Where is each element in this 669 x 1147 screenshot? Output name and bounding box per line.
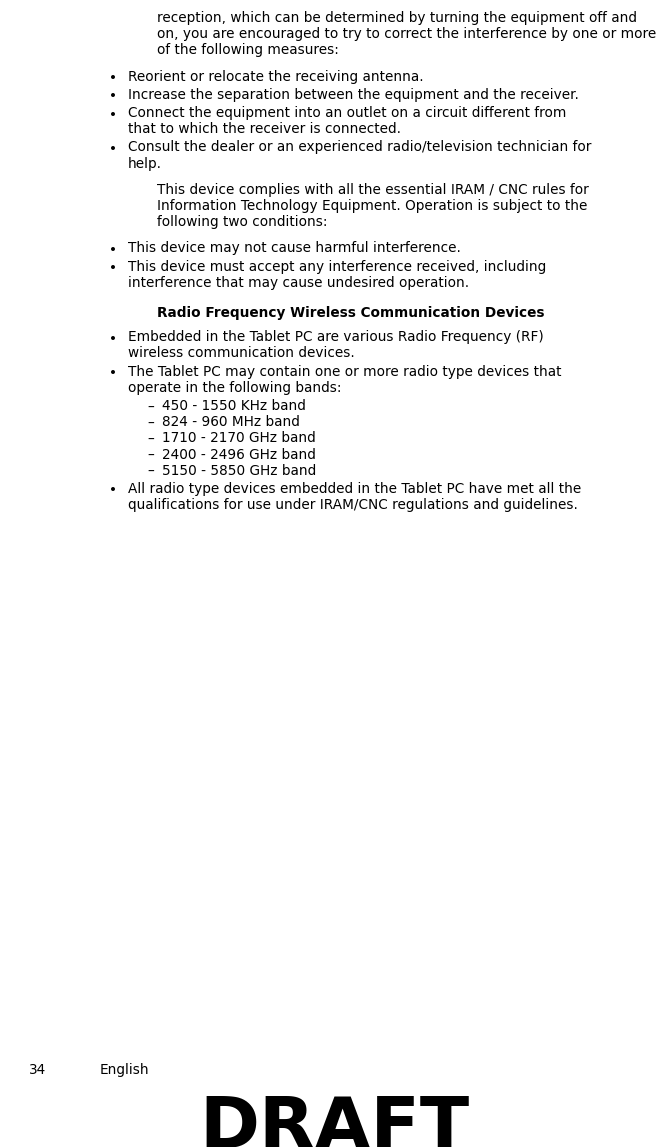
Text: Consult the dealer or an experienced radio/television technician for: Consult the dealer or an experienced rad… <box>128 140 591 155</box>
Text: •: • <box>109 108 117 122</box>
Text: This device may not cause harmful interference.: This device may not cause harmful interf… <box>128 241 461 256</box>
Text: 34: 34 <box>29 1063 46 1077</box>
Text: that to which the receiver is connected.: that to which the receiver is connected. <box>128 123 401 136</box>
Text: •: • <box>109 243 117 257</box>
Text: All radio type devices embedded in the Tablet PC have met all the: All radio type devices embedded in the T… <box>128 482 581 496</box>
Text: •: • <box>109 484 117 498</box>
Text: –: – <box>147 466 154 479</box>
Text: –: – <box>147 416 154 431</box>
Text: The Tablet PC may contain one or more radio type devices that: The Tablet PC may contain one or more ra… <box>128 365 561 379</box>
Text: 2400 - 2496 GHz band: 2400 - 2496 GHz band <box>162 447 316 461</box>
Text: help.: help. <box>128 157 162 171</box>
Text: Radio Frequency Wireless Communication Devices: Radio Frequency Wireless Communication D… <box>157 306 545 320</box>
Text: English: English <box>100 1063 150 1077</box>
Text: wireless communication devices.: wireless communication devices. <box>128 346 355 360</box>
Text: 824 - 960 MHz band: 824 - 960 MHz band <box>162 415 300 429</box>
Text: •: • <box>109 142 117 156</box>
Text: of the following measures:: of the following measures: <box>157 44 339 57</box>
Text: This device must accept any interference received, including: This device must accept any interference… <box>128 259 547 274</box>
Text: 1710 - 2170 GHz band: 1710 - 2170 GHz band <box>162 431 316 445</box>
Text: qualifications for use under IRAM/CNC regulations and guidelines.: qualifications for use under IRAM/CNC re… <box>128 498 578 513</box>
Text: following two conditions:: following two conditions: <box>157 216 328 229</box>
Text: –: – <box>147 400 154 414</box>
Text: •: • <box>109 89 117 103</box>
Text: operate in the following bands:: operate in the following bands: <box>128 381 341 395</box>
Text: reception, which can be determined by turning the equipment off and: reception, which can be determined by tu… <box>157 11 637 25</box>
Text: This device complies with all the essential IRAM / CNC rules for: This device complies with all the essent… <box>157 182 589 197</box>
Text: Information Technology Equipment. Operation is subject to the: Information Technology Equipment. Operat… <box>157 198 587 213</box>
Text: on, you are encouraged to try to correct the interference by one or more: on, you are encouraged to try to correct… <box>157 28 656 41</box>
Text: •: • <box>109 71 117 85</box>
Text: Connect the equipment into an outlet on a circuit different from: Connect the equipment into an outlet on … <box>128 106 567 120</box>
Text: 450 - 1550 KHz band: 450 - 1550 KHz band <box>162 399 306 413</box>
Text: •: • <box>109 366 117 380</box>
Text: 5150 - 5850 GHz band: 5150 - 5850 GHz band <box>162 463 316 478</box>
Text: –: – <box>147 432 154 447</box>
Text: Embedded in the Tablet PC are various Radio Frequency (RF): Embedded in the Tablet PC are various Ra… <box>128 330 544 344</box>
Text: interference that may cause undesired operation.: interference that may cause undesired op… <box>128 275 469 290</box>
Text: –: – <box>147 450 154 463</box>
Text: •: • <box>109 262 117 275</box>
Text: DRAFT: DRAFT <box>199 1093 469 1147</box>
Text: Reorient or relocate the receiving antenna.: Reorient or relocate the receiving anten… <box>128 70 423 84</box>
Text: •: • <box>109 331 117 345</box>
Text: Increase the separation between the equipment and the receiver.: Increase the separation between the equi… <box>128 88 579 102</box>
